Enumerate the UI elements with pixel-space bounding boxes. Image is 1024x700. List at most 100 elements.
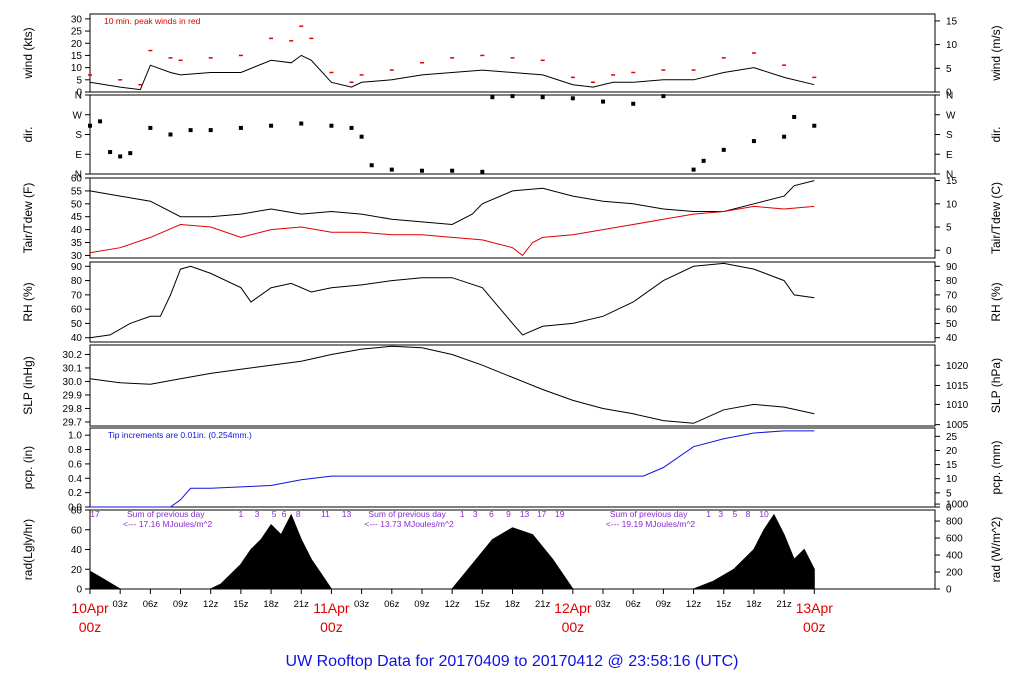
daily-sum-value: <--- 19.19 MJoules/m^2 bbox=[606, 519, 696, 529]
x-tick-label: 03z bbox=[354, 599, 370, 610]
series-point-dir bbox=[329, 123, 334, 128]
left-tick-label: 60 bbox=[71, 305, 83, 316]
left-tick-label: 30 bbox=[71, 14, 83, 25]
panel-frame bbox=[89, 344, 936, 427]
series-point-dir bbox=[792, 114, 797, 119]
left-tick-label: 0.4 bbox=[68, 474, 82, 485]
right-tick-label: E bbox=[946, 150, 953, 161]
right-axis-label: dir. bbox=[989, 126, 1003, 142]
series-point-dir bbox=[721, 147, 726, 152]
left-tick-label: 50 bbox=[71, 199, 83, 210]
panel-slp: 29.7 29.8 29.9 30.0 30.1 30.2 1005 1010 1015 1020… bbox=[21, 344, 1003, 431]
hour-mark: 5 bbox=[272, 509, 277, 519]
left-tick-label: 60 bbox=[71, 174, 83, 185]
right-axis-label: SLP (hPa) bbox=[989, 358, 1003, 413]
left-axis-label: dir. bbox=[21, 126, 35, 142]
right-tick-label: 1000 bbox=[946, 500, 969, 511]
x-tick-label: 09z bbox=[173, 599, 189, 610]
left-tick-label: 30.0 bbox=[63, 377, 83, 388]
hour-mark: 8 bbox=[296, 509, 301, 519]
left-axis-label: SLP (inHg) bbox=[21, 356, 35, 414]
series-point-dir bbox=[238, 125, 243, 130]
x-major-label: 11Apr bbox=[313, 600, 350, 616]
left-tick-label: 0.0 bbox=[68, 503, 82, 514]
series-temp-0 bbox=[89, 180, 815, 226]
right-tick-label: 1020 bbox=[946, 361, 969, 372]
right-tick-label: 50 bbox=[946, 319, 958, 330]
x-major-sublabel: 00z bbox=[562, 619, 585, 635]
series-point-dir bbox=[108, 150, 113, 155]
left-tick-label: 35 bbox=[71, 238, 83, 249]
right-tick-label: W bbox=[946, 110, 956, 121]
left-tick-label: 30.1 bbox=[63, 363, 83, 374]
left-tick-label: E bbox=[75, 150, 82, 161]
x-major-sublabel: 00z bbox=[803, 619, 826, 635]
series-point-dir bbox=[691, 167, 696, 172]
right-tick-label: 90 bbox=[946, 262, 958, 273]
left-tick-label: 0.2 bbox=[68, 488, 82, 499]
daily-sum-label: Sum of previous day bbox=[368, 509, 446, 519]
left-tick-label: 29.9 bbox=[63, 390, 83, 401]
left-tick-label: 40 bbox=[71, 333, 83, 344]
hour-mark: 9 bbox=[506, 509, 511, 519]
series-point-dir bbox=[269, 123, 274, 128]
right-tick-label: 5 bbox=[946, 488, 952, 499]
panel-frame bbox=[89, 261, 936, 343]
right-axis-label: pcp. (mm) bbox=[989, 440, 1003, 494]
right-tick-label: 0 bbox=[946, 585, 952, 596]
series-point-dir bbox=[701, 158, 706, 163]
left-tick-label: 20 bbox=[71, 565, 83, 576]
right-tick-label: 70 bbox=[946, 290, 958, 301]
series-point-dir bbox=[510, 94, 515, 99]
series-pcp-0 bbox=[90, 430, 815, 508]
daily-sum-label: Sum of previous day bbox=[610, 509, 688, 519]
left-tick-label: 15 bbox=[71, 51, 83, 62]
x-tick-label: 18z bbox=[505, 599, 521, 610]
hour-mark: 11 bbox=[321, 509, 330, 519]
right-tick-label: 800 bbox=[946, 517, 963, 528]
series-point-dir bbox=[148, 125, 153, 130]
right-tick-label: 10 bbox=[946, 474, 958, 485]
x-tick-label: 21z bbox=[294, 599, 310, 610]
series-point-dir bbox=[389, 167, 394, 172]
right-tick-label: 400 bbox=[946, 551, 963, 562]
right-tick-label: 1005 bbox=[946, 420, 969, 431]
hour-mark: 13 bbox=[342, 509, 352, 519]
series-rad bbox=[89, 513, 815, 590]
left-tick-label: 55 bbox=[71, 186, 83, 197]
left-tick-label: N bbox=[75, 170, 82, 181]
hour-mark: 13 bbox=[520, 509, 530, 519]
left-tick-label: 40 bbox=[71, 225, 83, 236]
left-tick-label: 60 bbox=[71, 525, 83, 536]
left-tick-label: 0.8 bbox=[68, 445, 82, 456]
hour-mark: 8 bbox=[746, 509, 751, 519]
x-tick-label: 21z bbox=[535, 599, 551, 610]
chart-title: UW Rooftop Data for 20170409 to 20170412… bbox=[286, 653, 739, 670]
panel-frame bbox=[89, 94, 936, 175]
x-major-label: 12Apr bbox=[554, 600, 592, 616]
hour-mark: 6 bbox=[489, 509, 494, 519]
series-point-dir bbox=[540, 95, 545, 100]
daily-sum-value: <--- 13.73 MJoules/m^2 bbox=[364, 519, 454, 529]
right-tick-label: 40 bbox=[946, 333, 958, 344]
series-point-dir bbox=[601, 99, 606, 104]
left-tick-label: 29.8 bbox=[63, 404, 83, 415]
left-tick-label: 25 bbox=[71, 27, 83, 38]
x-tick-label: 12z bbox=[203, 599, 219, 610]
panel-frame bbox=[89, 177, 936, 259]
x-tick-label: 18z bbox=[263, 599, 279, 610]
series-point-dir bbox=[450, 168, 455, 173]
left-tick-label: 20 bbox=[71, 39, 83, 50]
left-tick-label: 50 bbox=[71, 319, 83, 330]
right-tick-label: 1010 bbox=[946, 400, 969, 411]
left-tick-label: 5 bbox=[76, 75, 82, 86]
left-tick-label: 90 bbox=[71, 262, 83, 273]
left-tick-label: 70 bbox=[71, 290, 83, 301]
right-tick-label: 10 bbox=[946, 199, 958, 210]
left-tick-label: 80 bbox=[71, 276, 83, 287]
series-point-dir bbox=[570, 96, 575, 101]
series-point-dir bbox=[168, 132, 173, 137]
x-tick-label: 03z bbox=[595, 599, 611, 610]
series-point-dir bbox=[661, 94, 666, 99]
